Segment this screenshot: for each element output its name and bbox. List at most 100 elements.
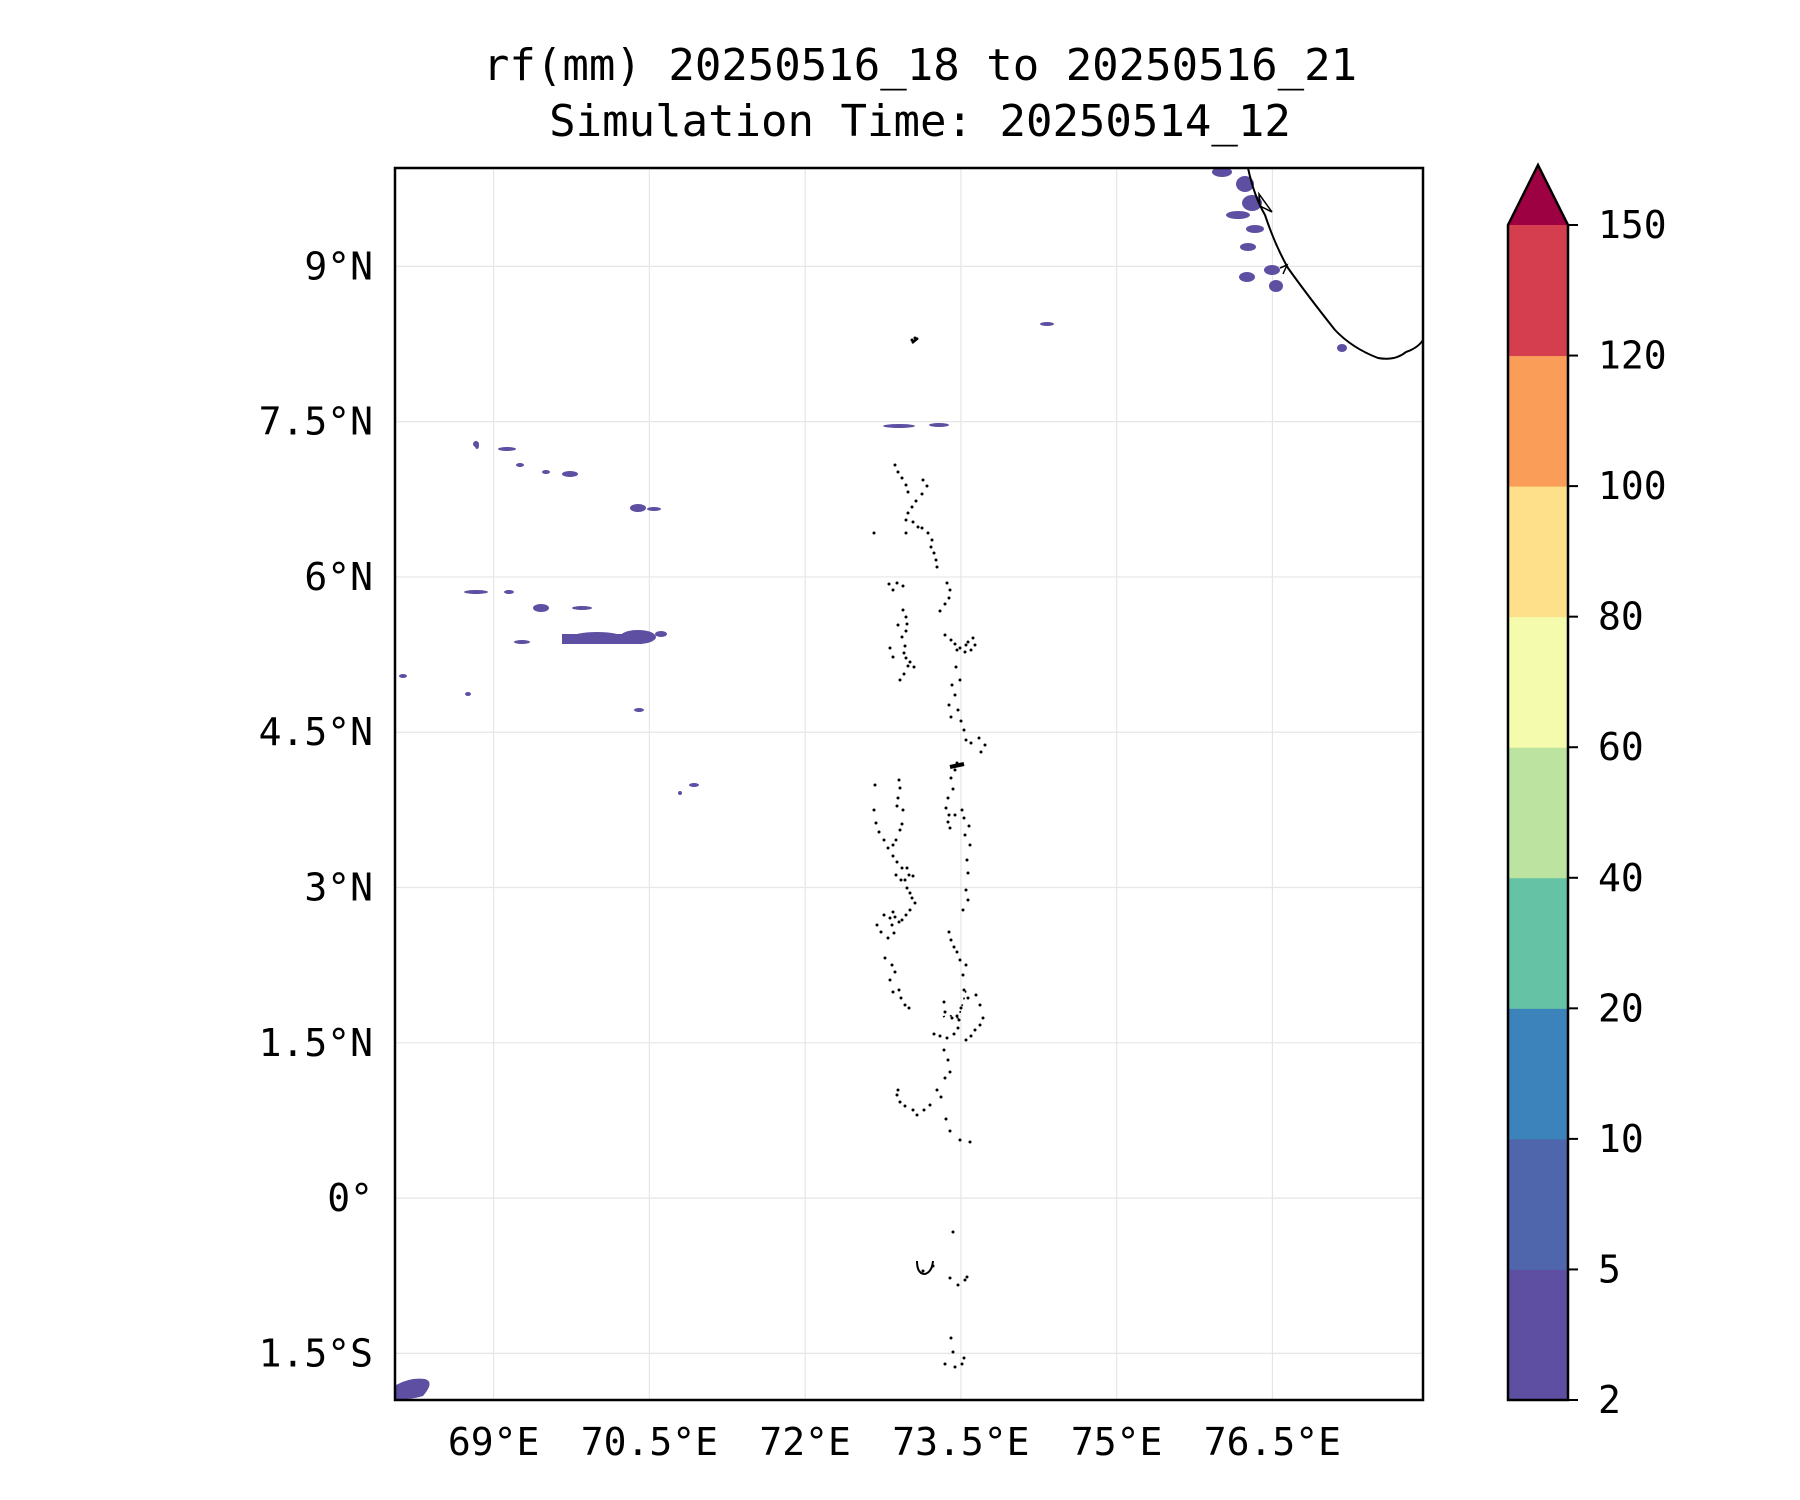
island (901, 608, 905, 612)
island (946, 1058, 950, 1062)
island (943, 1010, 947, 1014)
island (948, 826, 952, 830)
rainfall-areas (396, 168, 1347, 1400)
island (962, 1356, 966, 1360)
rain-area (396, 1378, 430, 1400)
island (911, 520, 915, 524)
island (938, 609, 942, 613)
colorbar-segment (1508, 355, 1568, 487)
colorbar-segment (1508, 616, 1568, 748)
island (968, 843, 972, 847)
island (946, 796, 950, 800)
island (954, 665, 958, 669)
island (903, 1003, 907, 1007)
island (902, 672, 906, 676)
island (902, 651, 906, 655)
map-title: rf(mm) 20250516_18 to 20250516_21 (482, 40, 1358, 91)
island (887, 582, 891, 586)
island (971, 636, 975, 640)
island (947, 930, 951, 934)
island (911, 337, 919, 344)
island (969, 1034, 973, 1038)
colorbar-tick-label: 120 (1598, 334, 1667, 378)
colorbar-outline (1506, 162, 1570, 1402)
island (958, 1138, 962, 1142)
island (943, 602, 947, 606)
island (943, 633, 947, 637)
colorbar-tick-label: 150 (1598, 203, 1667, 247)
island (953, 813, 957, 817)
island (894, 838, 898, 842)
island (973, 1028, 977, 1032)
island (906, 490, 910, 494)
island (961, 973, 965, 977)
island (947, 703, 951, 707)
island (896, 1088, 900, 1092)
island (928, 1103, 932, 1107)
island (948, 1070, 952, 1074)
rain-area (514, 640, 530, 644)
island (900, 476, 904, 480)
island (935, 565, 939, 569)
island (900, 918, 904, 922)
lat-tick-label: 3°N (304, 866, 373, 910)
rain-area (1239, 272, 1255, 282)
island (895, 1093, 899, 1097)
island (897, 778, 901, 782)
coastlines (872, 168, 1423, 1369)
island (949, 715, 953, 719)
island (947, 813, 951, 817)
island (958, 678, 962, 682)
island (963, 833, 967, 837)
island (964, 888, 968, 892)
island (903, 878, 907, 882)
rain-area (465, 692, 471, 696)
island (886, 846, 890, 850)
lat-tick-label: 7.5°N (259, 400, 373, 444)
colorbar-segment (1508, 747, 1568, 879)
island (899, 878, 903, 882)
rain-area (399, 674, 407, 678)
rain-area (689, 783, 699, 787)
island (942, 1000, 946, 1004)
island (948, 588, 952, 592)
island (948, 1276, 952, 1280)
island (943, 1076, 947, 1080)
island (890, 923, 894, 927)
island (916, 1260, 934, 1276)
rain-area (630, 504, 646, 512)
lat-tick-label: 1.5°N (259, 1021, 373, 1065)
rain-area (1246, 225, 1264, 233)
island (967, 824, 971, 828)
coastline (1258, 191, 1273, 213)
rain-area (542, 470, 550, 474)
island (934, 558, 938, 562)
lat-tick-label: 4.5°N (259, 710, 373, 754)
rain-area (634, 708, 644, 712)
island (905, 622, 909, 626)
colorbar-tick-label: 10 (1598, 1117, 1644, 1161)
island (901, 584, 905, 588)
island (906, 664, 910, 668)
island (872, 808, 876, 812)
island (942, 989, 967, 1020)
island (921, 1269, 925, 1273)
island (942, 1048, 946, 1052)
lat-tick-label: 0° (327, 1176, 373, 1220)
island (893, 915, 897, 919)
island (966, 640, 970, 644)
island (905, 886, 909, 890)
island (966, 871, 970, 875)
island (958, 646, 962, 650)
colorbar-segment (1508, 877, 1568, 1009)
island (914, 499, 918, 503)
island (966, 898, 970, 902)
island (946, 820, 950, 824)
island (951, 1230, 955, 1234)
island (888, 916, 892, 920)
lat-tick-label: 9°N (304, 244, 373, 288)
colorbar-segment (1508, 1269, 1568, 1401)
colorbar-extend-arrow (1508, 165, 1568, 225)
island (908, 908, 912, 912)
